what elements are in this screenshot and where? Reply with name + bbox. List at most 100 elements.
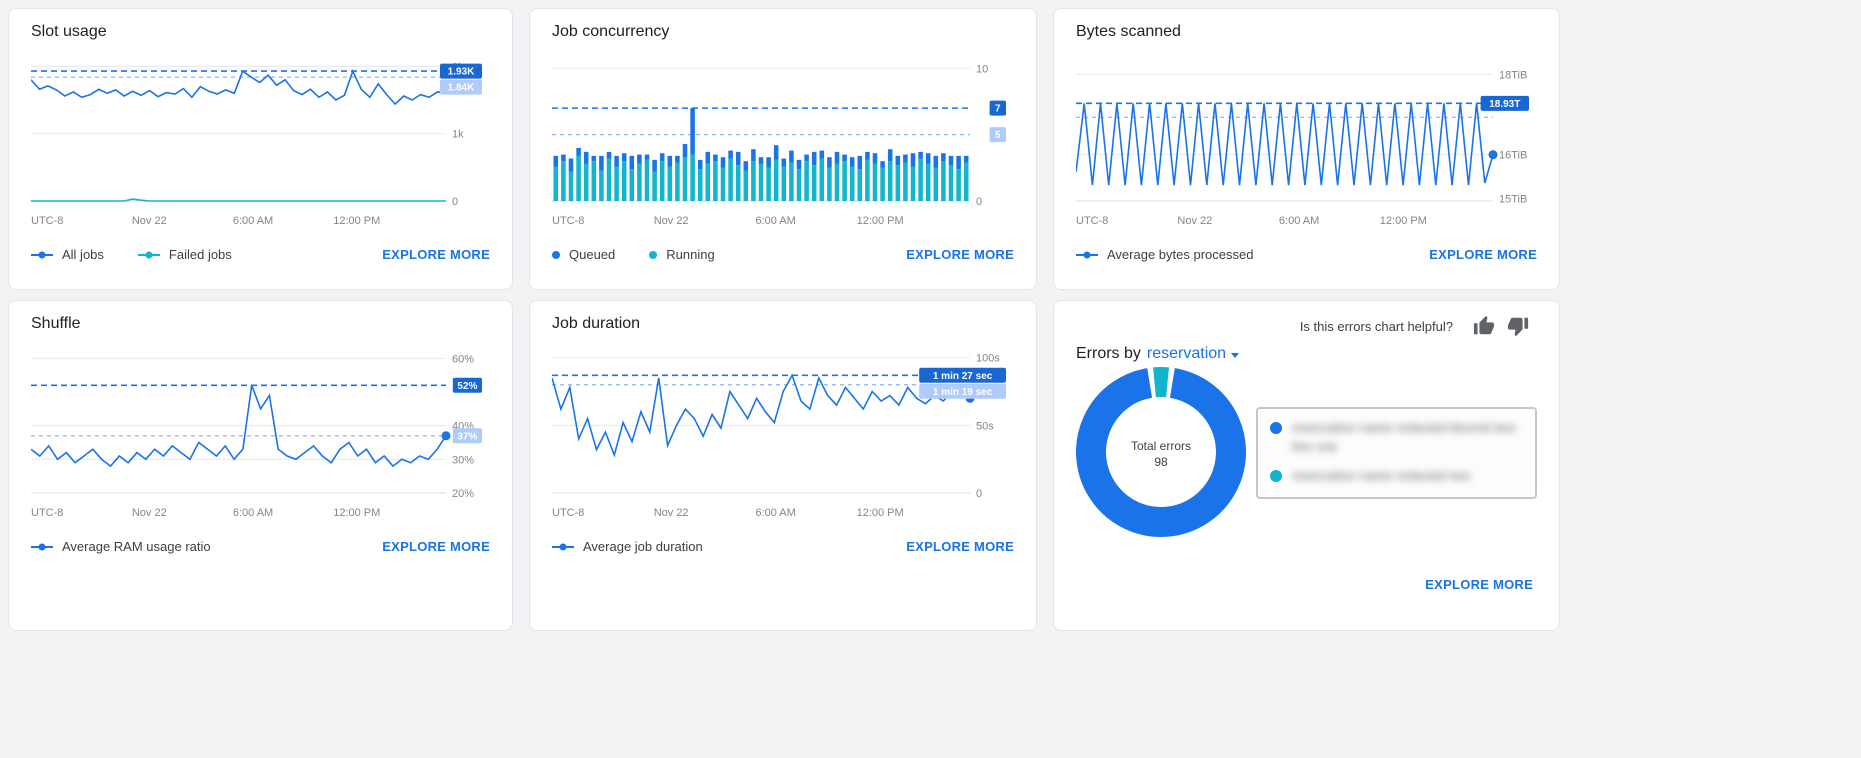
x-axis-labels: UTC-8 Nov 22 6:00 AM 12:00 PM [552, 505, 970, 521]
svg-text:1k: 1k [452, 129, 464, 141]
svg-text:50s: 50s [976, 420, 994, 432]
x-tick-6am: 6:00 AM [755, 215, 796, 227]
svg-text:1 min 27 sec: 1 min 27 sec [933, 371, 993, 382]
svg-text:18TiB: 18TiB [1499, 69, 1527, 81]
x-tick-12pm: 12:00 PM [1379, 215, 1427, 227]
job-duration-chart[interactable]: 100s 50s 0 1 min 27 sec 1 min 19 sec [552, 347, 1014, 505]
svg-text:20%: 20% [452, 488, 474, 500]
x-axis-labels: UTC-8 Nov 22 6:00 AM 12:00 PM [31, 213, 446, 229]
legend-label: Queued [569, 247, 616, 262]
legend-label: All jobs [62, 247, 104, 262]
legend-item-average-bytes[interactable]: Average bytes processed [1076, 247, 1253, 262]
svg-text:52%: 52% [457, 381, 477, 392]
legend-item-all-jobs[interactable]: All jobs [31, 247, 104, 262]
explore-more-link[interactable]: EXPLORE MORE [1429, 247, 1537, 262]
x-tick-date: Nov 22 [131, 507, 167, 519]
thumbs-up-icon[interactable] [1473, 315, 1495, 337]
explore-more-link[interactable]: EXPLORE MORE [1425, 577, 1533, 592]
x-tick-6am: 6:00 AM [1278, 215, 1320, 227]
legend-item-job-duration[interactable]: Average job duration [552, 539, 703, 554]
redacted-legend-label: reservation name redacted two [1292, 467, 1471, 483]
shuffle-card: Shuffle 60% 40% 30% 20% 52% 37% UTC-8 Nov 22 … [8, 300, 513, 631]
card-title-job-concurrency: Job concurrency [552, 23, 670, 40]
reservation-dropdown-value: reservation [1146, 345, 1227, 362]
svg-text:18.93T: 18.93T [1489, 99, 1520, 110]
explore-more-link[interactable]: EXPLORE MORE [382, 247, 490, 262]
line-series-icon [31, 253, 53, 256]
legend-label: Average bytes processed [1107, 247, 1254, 262]
svg-text:98: 98 [1154, 455, 1168, 469]
chart-legend: All jobs Failed jobs [31, 247, 232, 262]
donut-legend-item[interactable]: reservation name redacted blurred text l… [1270, 419, 1523, 457]
card-title-shuffle: Shuffle [31, 315, 81, 332]
x-tick-6am: 6:00 AM [232, 215, 274, 227]
x-tick-utc: UTC-8 [552, 507, 585, 519]
chart-legend: Average RAM usage ratio [31, 539, 211, 554]
card-title-job-duration: Job duration [552, 315, 641, 332]
chevron-down-icon [1231, 353, 1240, 358]
job-concurrency-card: Job concurrency 10 0 7 5 UTC-8 Nov 22 6:00 … [529, 8, 1037, 290]
svg-text:16TiB: 16TiB [1499, 150, 1527, 162]
svg-text:0: 0 [976, 488, 982, 500]
x-tick-utc: UTC-8 [31, 215, 64, 227]
svg-text:5: 5 [995, 130, 1001, 141]
x-tick-6am: 6:00 AM [755, 507, 796, 519]
explore-more-link[interactable]: EXPLORE MORE [906, 247, 1014, 262]
dot-series-icon [1270, 422, 1282, 434]
card-title-slot-usage: Slot usage [31, 23, 107, 40]
x-axis-labels: UTC-8 Nov 22 6:00 AM 12:00 PM [552, 213, 970, 229]
shuffle-chart[interactable]: 60% 40% 30% 20% 52% 37% [31, 347, 490, 505]
svg-text:1 min 19 sec: 1 min 19 sec [933, 387, 993, 398]
explore-more-link[interactable]: EXPLORE MORE [906, 539, 1014, 554]
svg-text:15TiB: 15TiB [1499, 194, 1527, 206]
svg-text:7: 7 [995, 104, 1001, 115]
bytes-scanned-chart[interactable]: 18TiB 16TiB 15TiB 18.93T [1076, 55, 1537, 213]
chart-legend: Queued Running [552, 247, 715, 262]
x-tick-12pm: 12:00 PM [333, 215, 381, 227]
legend-item-running[interactable]: Running [649, 247, 715, 262]
bytes-scanned-card: Bytes scanned 18TiB 16TiB 15TiB 18.93T UTC-… [1053, 8, 1560, 290]
x-tick-6am: 6:00 AM [232, 507, 274, 519]
legend-item-failed-jobs[interactable]: Failed jobs [137, 247, 232, 262]
helpful-prompt: Is this errors chart helpful? [1299, 318, 1453, 334]
legend-item-queued[interactable]: Queued [552, 247, 615, 262]
line-series-icon [552, 545, 574, 548]
x-tick-12pm: 12:00 PM [856, 215, 904, 227]
chart-legend: Average bytes processed [1076, 247, 1253, 262]
job-duration-card: Job duration 100s 50s 0 1 min 27 sec 1 min 1… [529, 300, 1037, 631]
x-tick-12pm: 12:00 PM [333, 507, 381, 519]
x-tick-utc: UTC-8 [1076, 215, 1109, 227]
errors-card: Is this errors chart helpful? Errors by … [1053, 300, 1560, 631]
line-series-icon [1076, 253, 1098, 256]
svg-text:Total errors: Total errors [1131, 439, 1191, 453]
svg-text:0: 0 [452, 196, 458, 208]
line-series-icon [31, 545, 53, 548]
explore-more-link[interactable]: EXPLORE MORE [382, 539, 490, 554]
svg-text:1.93K: 1.93K [448, 67, 475, 78]
svg-text:60%: 60% [452, 353, 474, 365]
svg-text:100s: 100s [976, 353, 1000, 365]
x-tick-12pm: 12:00 PM [856, 507, 904, 519]
redacted-legend-label: reservation name redacted blurred text l… [1292, 420, 1516, 454]
job-concurrency-chart[interactable]: 10 0 7 5 [552, 55, 1014, 213]
svg-text:30%: 30% [452, 454, 474, 466]
legend-label: Average RAM usage ratio [62, 539, 211, 554]
reservation-dropdown[interactable]: reservation [1146, 345, 1240, 363]
donut-legend-item[interactable]: reservation name redacted two [1270, 467, 1523, 486]
donut-legend-redacted: reservation name redacted blurred text l… [1256, 407, 1537, 499]
helpful-feedback-row: Is this errors chart helpful? [1076, 315, 1537, 337]
dot-series-icon [552, 250, 560, 259]
line-series-icon [137, 253, 160, 256]
dot-series-icon [649, 250, 658, 259]
x-tick-utc: UTC-8 [31, 507, 64, 519]
svg-text:1.84K: 1.84K [448, 83, 475, 94]
legend-label: Failed jobs [168, 247, 232, 262]
errors-donut-chart[interactable]: Total errors 98 [1076, 367, 1246, 537]
legend-item-ram-usage[interactable]: Average RAM usage ratio [31, 539, 211, 554]
thumbs-down-icon[interactable] [1507, 315, 1529, 337]
errors-title-prefix: Errors by [1076, 345, 1141, 362]
x-axis-labels: UTC-8 Nov 22 6:00 AM 12:00 PM [31, 505, 446, 521]
legend-label: Average job duration [583, 539, 703, 554]
